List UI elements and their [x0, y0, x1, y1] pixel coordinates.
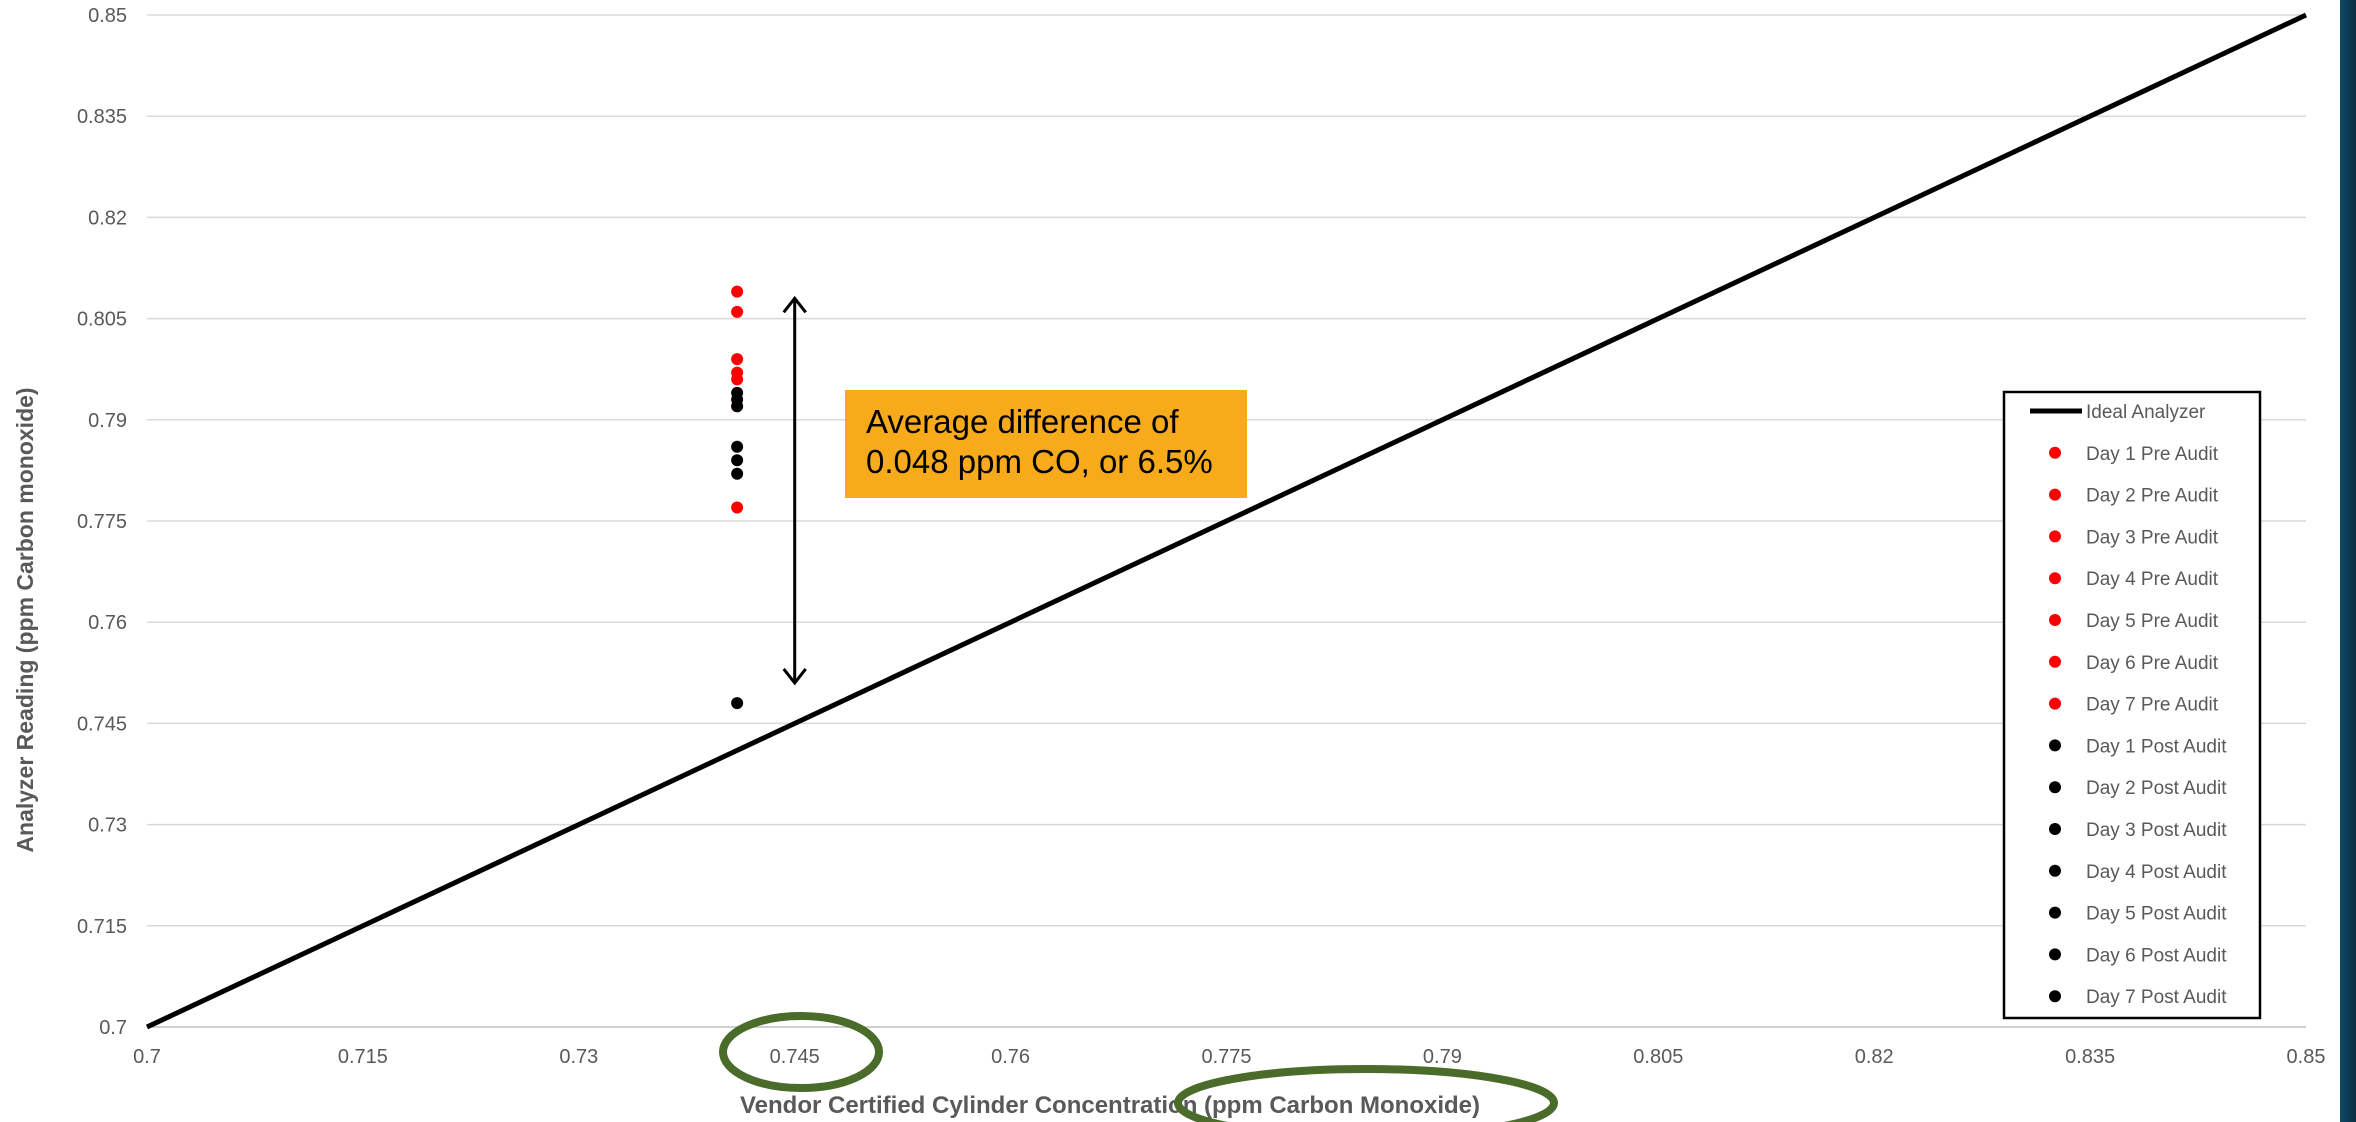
legend-marker — [2049, 906, 2061, 919]
annotation: Average difference of0.048 ppm CO, or 6.… — [782, 295, 1247, 686]
highlight-ellipse — [1174, 1065, 1558, 1122]
legend-label: Day 4 Pre Audit — [2086, 569, 2219, 590]
legend-marker — [2049, 739, 2061, 752]
annotation-text: 0.048 ppm CO, or 6.5% — [866, 443, 1213, 480]
data-point — [731, 373, 744, 386]
legend-marker — [2049, 655, 2061, 668]
legend-label: Day 6 Post Audit — [2086, 945, 2227, 966]
legend-label: Day 3 Post Audit — [2086, 820, 2227, 841]
legend-marker — [2049, 697, 2061, 710]
legend-label: Day 5 Post Audit — [2086, 904, 2227, 925]
legend-label: Day 7 Post Audit — [2086, 987, 2227, 1008]
x-tick-label: 0.7 — [133, 1046, 161, 1068]
data-point — [731, 440, 744, 453]
legend-label: Day 6 Pre Audit — [2086, 653, 2219, 674]
y-tick-label: 0.76 — [88, 612, 127, 634]
y-axis-title: Analyzer Reading (ppm Carbon monoxide) — [12, 387, 38, 852]
arrow-head-top — [782, 295, 807, 314]
legend-marker — [2049, 446, 2061, 459]
legend-marker — [2049, 488, 2061, 501]
legend-box — [2002, 390, 2262, 1020]
annotation-text: Average difference of — [866, 403, 1179, 440]
y-tick-label: 0.82 — [88, 207, 127, 229]
legend-marker — [2049, 823, 2061, 835]
legend-label: Day 1 Pre Audit — [2086, 444, 2219, 465]
legend-marker — [2049, 990, 2061, 1003]
legend-label: Day 3 Pre Audit — [2086, 527, 2219, 548]
y-tick-label: 0.79 — [88, 410, 127, 432]
data-point — [731, 697, 744, 710]
x-tick-label: 0.775 — [1201, 1046, 1251, 1068]
legend-label: Day 5 Pre Audit — [2086, 611, 2219, 632]
y-tick-label: 0.73 — [88, 815, 127, 837]
x-tick-label: 0.85 — [2287, 1046, 2326, 1068]
data-point — [731, 454, 744, 467]
x-tick-label: 0.73 — [559, 1046, 598, 1068]
legend-label: Ideal Analyzer — [2086, 402, 2206, 423]
x-tick-label: 0.79 — [1423, 1046, 1462, 1068]
arrow-head-bottom — [782, 667, 807, 686]
legend-marker — [2049, 572, 2061, 585]
legend-label: Day 2 Pre Audit — [2086, 486, 2219, 507]
legend-label: Day 1 Post Audit — [2086, 736, 2227, 757]
x-tick-label: 0.715 — [338, 1046, 388, 1068]
legend-marker — [2049, 864, 2061, 877]
x-tick-label: 0.835 — [2065, 1046, 2115, 1068]
x-axis-title: Vendor Certified Cylinder Concentration … — [740, 1092, 1480, 1119]
x-tick-label: 0.82 — [1855, 1046, 1894, 1068]
y-tick-label: 0.805 — [77, 309, 127, 331]
legend-label: Day 7 Pre Audit — [2086, 695, 2219, 716]
data-point — [731, 501, 744, 514]
x-tick-label: 0.805 — [1633, 1046, 1683, 1068]
ideal-analyzer-line — [145, 12, 2308, 1030]
legend-label: Day 2 Post Audit — [2086, 778, 2227, 799]
highlight-ellipse — [719, 1012, 883, 1092]
highlight-ellipses — [719, 1012, 1558, 1122]
y-tick-label: 0.715 — [77, 916, 127, 938]
legend-marker — [2049, 781, 2061, 794]
x-tick-label: 0.745 — [770, 1046, 820, 1068]
y-tick-label: 0.745 — [77, 713, 127, 735]
ideal-line-series — [145, 12, 2308, 1030]
y-tick-label: 0.85 — [88, 5, 127, 27]
data-point — [731, 285, 744, 298]
legend-marker — [2049, 614, 2061, 626]
legend-label: Day 4 Post Audit — [2086, 862, 2227, 883]
slide-edge-bar — [2340, 0, 2356, 1122]
x-axis-ticks: 0.7 0.715 0.73 0.745 0.76 0.775 0.79 0.805 0.82 0… — [133, 1046, 2325, 1068]
data-points — [731, 285, 744, 710]
data-point — [731, 305, 744, 318]
data-point — [731, 467, 744, 480]
legend-marker — [2049, 948, 2061, 961]
x-tick-label: 0.76 — [991, 1046, 1030, 1068]
legend-marker — [2049, 530, 2061, 543]
data-point — [731, 400, 744, 413]
y-axis-ticks: 0.7 0.715 0.73 0.745 0.76 0.775 0.79 0.805 0.82 0… — [77, 5, 127, 1039]
y-tick-label: 0.775 — [77, 511, 127, 533]
legend: Ideal Analyzer Day 1 Pre Audit Day 2 Pre A… — [2002, 390, 2262, 1020]
annotation-box — [845, 390, 1247, 498]
y-tick-label: 0.835 — [77, 106, 127, 128]
y-tick-label: 0.7 — [99, 1017, 127, 1039]
data-point — [731, 353, 744, 366]
